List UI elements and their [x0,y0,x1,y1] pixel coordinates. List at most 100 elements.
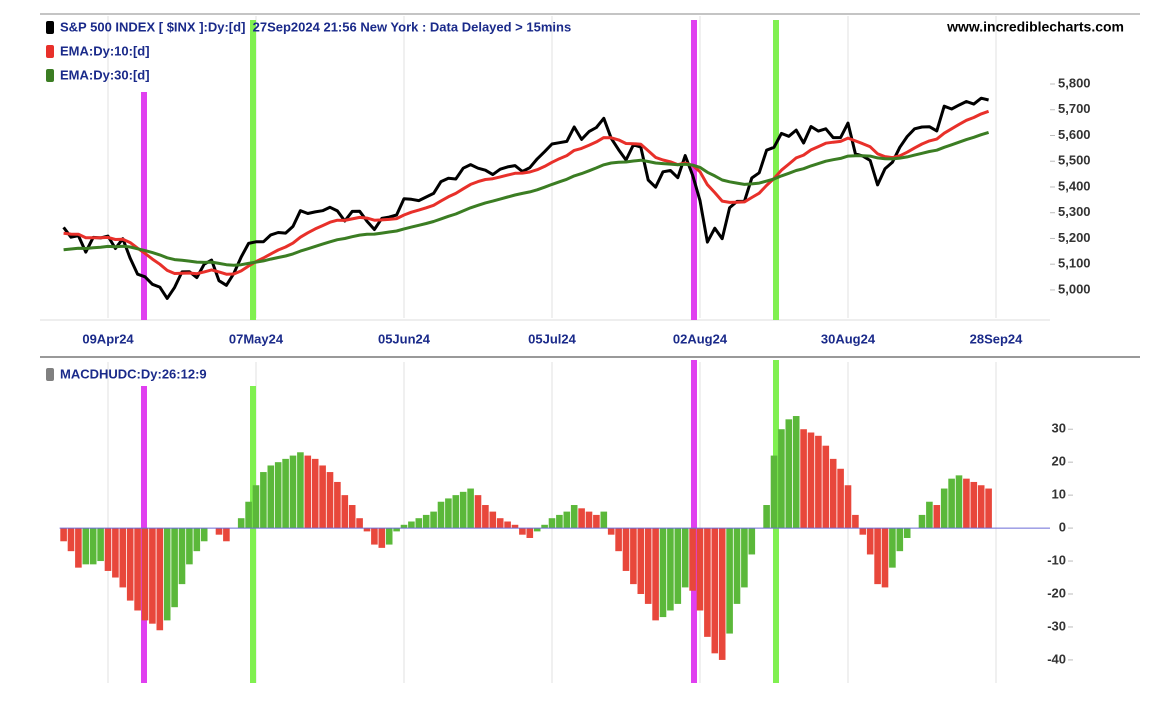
histogram-bar [452,495,460,529]
histogram-bar [985,488,992,529]
top-grid [107,16,997,318]
histogram-bar [644,528,652,604]
histogram-bar [637,528,645,595]
histogram-bar [726,528,733,634]
histogram-bar [822,445,830,529]
histogram-bar [496,518,504,529]
x-tick-label: 02Aug24 [673,331,728,346]
legend-entry: MACDHUDC:Dy:26:12:9 [60,366,207,381]
legend-entry: EMA:Dy:10:[d] [60,43,150,58]
y-tick-label: 5,500 [1058,153,1091,168]
signal-bar [250,386,256,683]
price-line [62,96,989,300]
histogram-bar [837,468,844,529]
histogram-bar [67,528,75,552]
histogram-bar [511,524,519,529]
histogram-bar [415,518,423,529]
histogram-bar [119,528,127,588]
histogram-bar [363,528,371,532]
histogram-bar [963,478,970,529]
histogram-bar [156,528,164,631]
histogram-bar [903,528,911,538]
histogram-bar [881,528,889,588]
plot: 09Apr24 07May24 05Jun24 05Jul24 02Aug24 30Aug… [59,75,1091,666]
histogram-bar [237,518,245,529]
histogram-bar [311,458,319,529]
histogram-bar [770,455,778,529]
histogram-bar [356,518,363,529]
histogram-bar [378,528,386,548]
histogram-bar [171,528,178,608]
histogram-bar [696,528,704,611]
histogram-bar [578,508,585,529]
legend-swatch [46,69,54,82]
histogram-bar [89,528,97,565]
histogram-bar [741,528,748,588]
histogram-bar [630,528,637,585]
histogram-bar [970,481,978,529]
histogram-bar [304,455,312,529]
histogram-bar [274,462,282,529]
histogram-bar [297,452,304,529]
histogram-bar [252,485,260,529]
histogram-bar [489,511,497,529]
histogram-bar [504,521,511,529]
histogram-bar [667,528,674,611]
x-tick-label: 05Jul24 [528,331,576,346]
histogram-bar [556,514,563,529]
legend-swatch [46,45,54,58]
histogram-bar [474,495,482,529]
histogram-bar [718,528,726,660]
signal-bar [141,92,147,320]
histogram-bar [940,488,948,529]
y-tick-label: 5,800 [1058,75,1091,90]
y-tick-label: 0 [1059,520,1066,535]
histogram-bar [267,465,275,529]
histogram-bar [430,511,437,529]
histogram-bar [371,528,378,545]
histogram-bar [126,528,134,601]
histogram-bar [955,475,963,529]
histogram-bar [186,528,193,565]
histogram-bar [459,491,467,529]
histogram-bar [437,501,445,529]
x-tick-label: 07May24 [229,331,284,346]
histogram-bar [859,528,867,535]
y-tick-label: 5,600 [1058,127,1091,142]
histogram-bar [541,524,548,529]
histogram-bar [926,501,933,529]
signal-bar [691,20,697,320]
histogram-bar [570,505,578,529]
legend: S&P 500 INDEX [ $INX ]:Dy:[d] 27Sep2024 … [46,19,571,381]
histogram-bar [200,528,208,542]
legend-swatch [46,21,54,34]
price-line [63,130,990,267]
histogram-bar [482,505,489,529]
histogram-bar [792,416,800,529]
histogram-bar [400,524,408,529]
price-line [63,109,990,276]
histogram-bar [289,455,297,529]
histogram-bar [933,505,941,529]
histogram-bar [622,528,630,571]
histogram-bar [659,528,667,618]
histogram-bar [785,419,793,529]
histogram-bar [593,514,600,529]
histogram-bar [874,528,881,585]
histogram-bar [519,528,526,535]
histogram-bar [215,528,223,535]
histogram-bar [134,528,141,611]
histogram-bar [467,488,474,529]
histogram-bar [615,528,622,552]
y-tick-label: 10 [1052,487,1066,502]
histogram-bar [829,458,837,529]
histogram-bar [711,528,719,654]
histogram-bar [163,528,171,621]
x-tick-label: 09Apr24 [82,331,134,346]
legend-entry: S&P 500 INDEX [ $INX ]:Dy:[d] 27Sep2024 … [60,19,571,34]
histogram-bar [704,528,711,637]
histogram-bar [763,505,770,529]
y-tick-label: 5,100 [1058,256,1091,271]
histogram-bar [223,528,230,542]
